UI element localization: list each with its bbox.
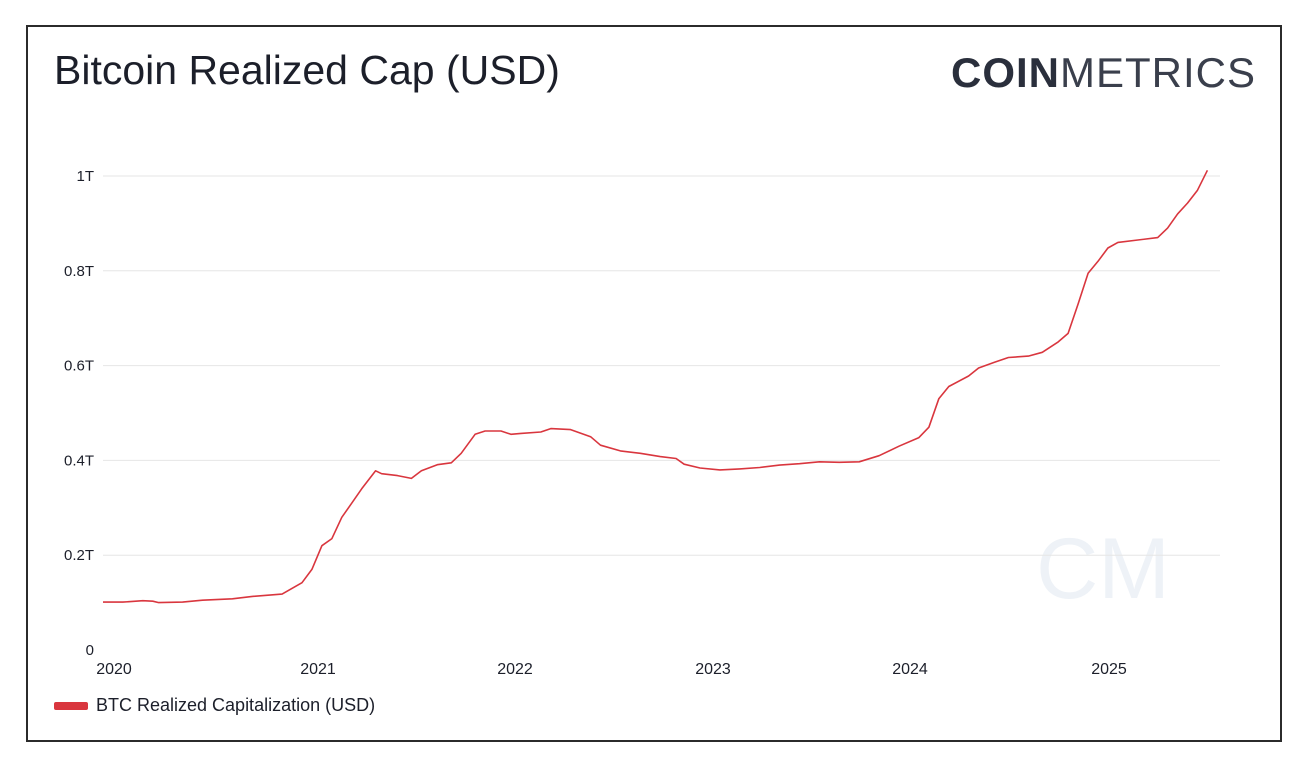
y-tick-label: 0.6T xyxy=(64,358,94,375)
x-tick-label: 2023 xyxy=(695,661,731,678)
series-line xyxy=(103,169,1209,604)
x-tick-label: 2021 xyxy=(300,661,336,678)
chart-legend: BTC Realized Capitalization (USD) xyxy=(54,695,375,716)
logo-strong-text: COIN xyxy=(951,49,1060,96)
watermark-group: CM xyxy=(1036,521,1170,617)
logo-light-text: METRICS xyxy=(1060,49,1256,96)
y-tick-label: 1T xyxy=(76,168,94,185)
x-tick-label: 2024 xyxy=(892,661,928,678)
y-axis-ticks: 0 0.2T 0.4T 0.6T 0.8T 1T xyxy=(64,168,94,659)
grid-lines xyxy=(103,175,1220,556)
legend-swatch xyxy=(54,701,88,710)
y-tick-label: 0.8T xyxy=(64,263,94,280)
coinmetrics-logo: COINMETRICS xyxy=(951,49,1256,97)
series-group xyxy=(103,169,1209,604)
watermark-text: CM xyxy=(1036,521,1170,617)
chart-title: Bitcoin Realized Cap (USD) xyxy=(54,47,560,93)
x-tick-label: 2022 xyxy=(497,661,533,678)
chart-frame: Bitcoin Realized Cap (USD) COINMETRICS B… xyxy=(26,25,1282,742)
y-tick-label: 0 xyxy=(86,642,94,659)
y-tick-label: 0.2T xyxy=(64,547,94,564)
x-tick-label: 2020 xyxy=(96,661,132,678)
x-axis-ticks: 2020 2021 2022 2023 2024 2025 xyxy=(96,661,1127,678)
x-tick-label: 2025 xyxy=(1091,661,1127,678)
y-tick-label: 0.4T xyxy=(64,452,94,469)
legend-label: BTC Realized Capitalization (USD) xyxy=(96,695,376,715)
